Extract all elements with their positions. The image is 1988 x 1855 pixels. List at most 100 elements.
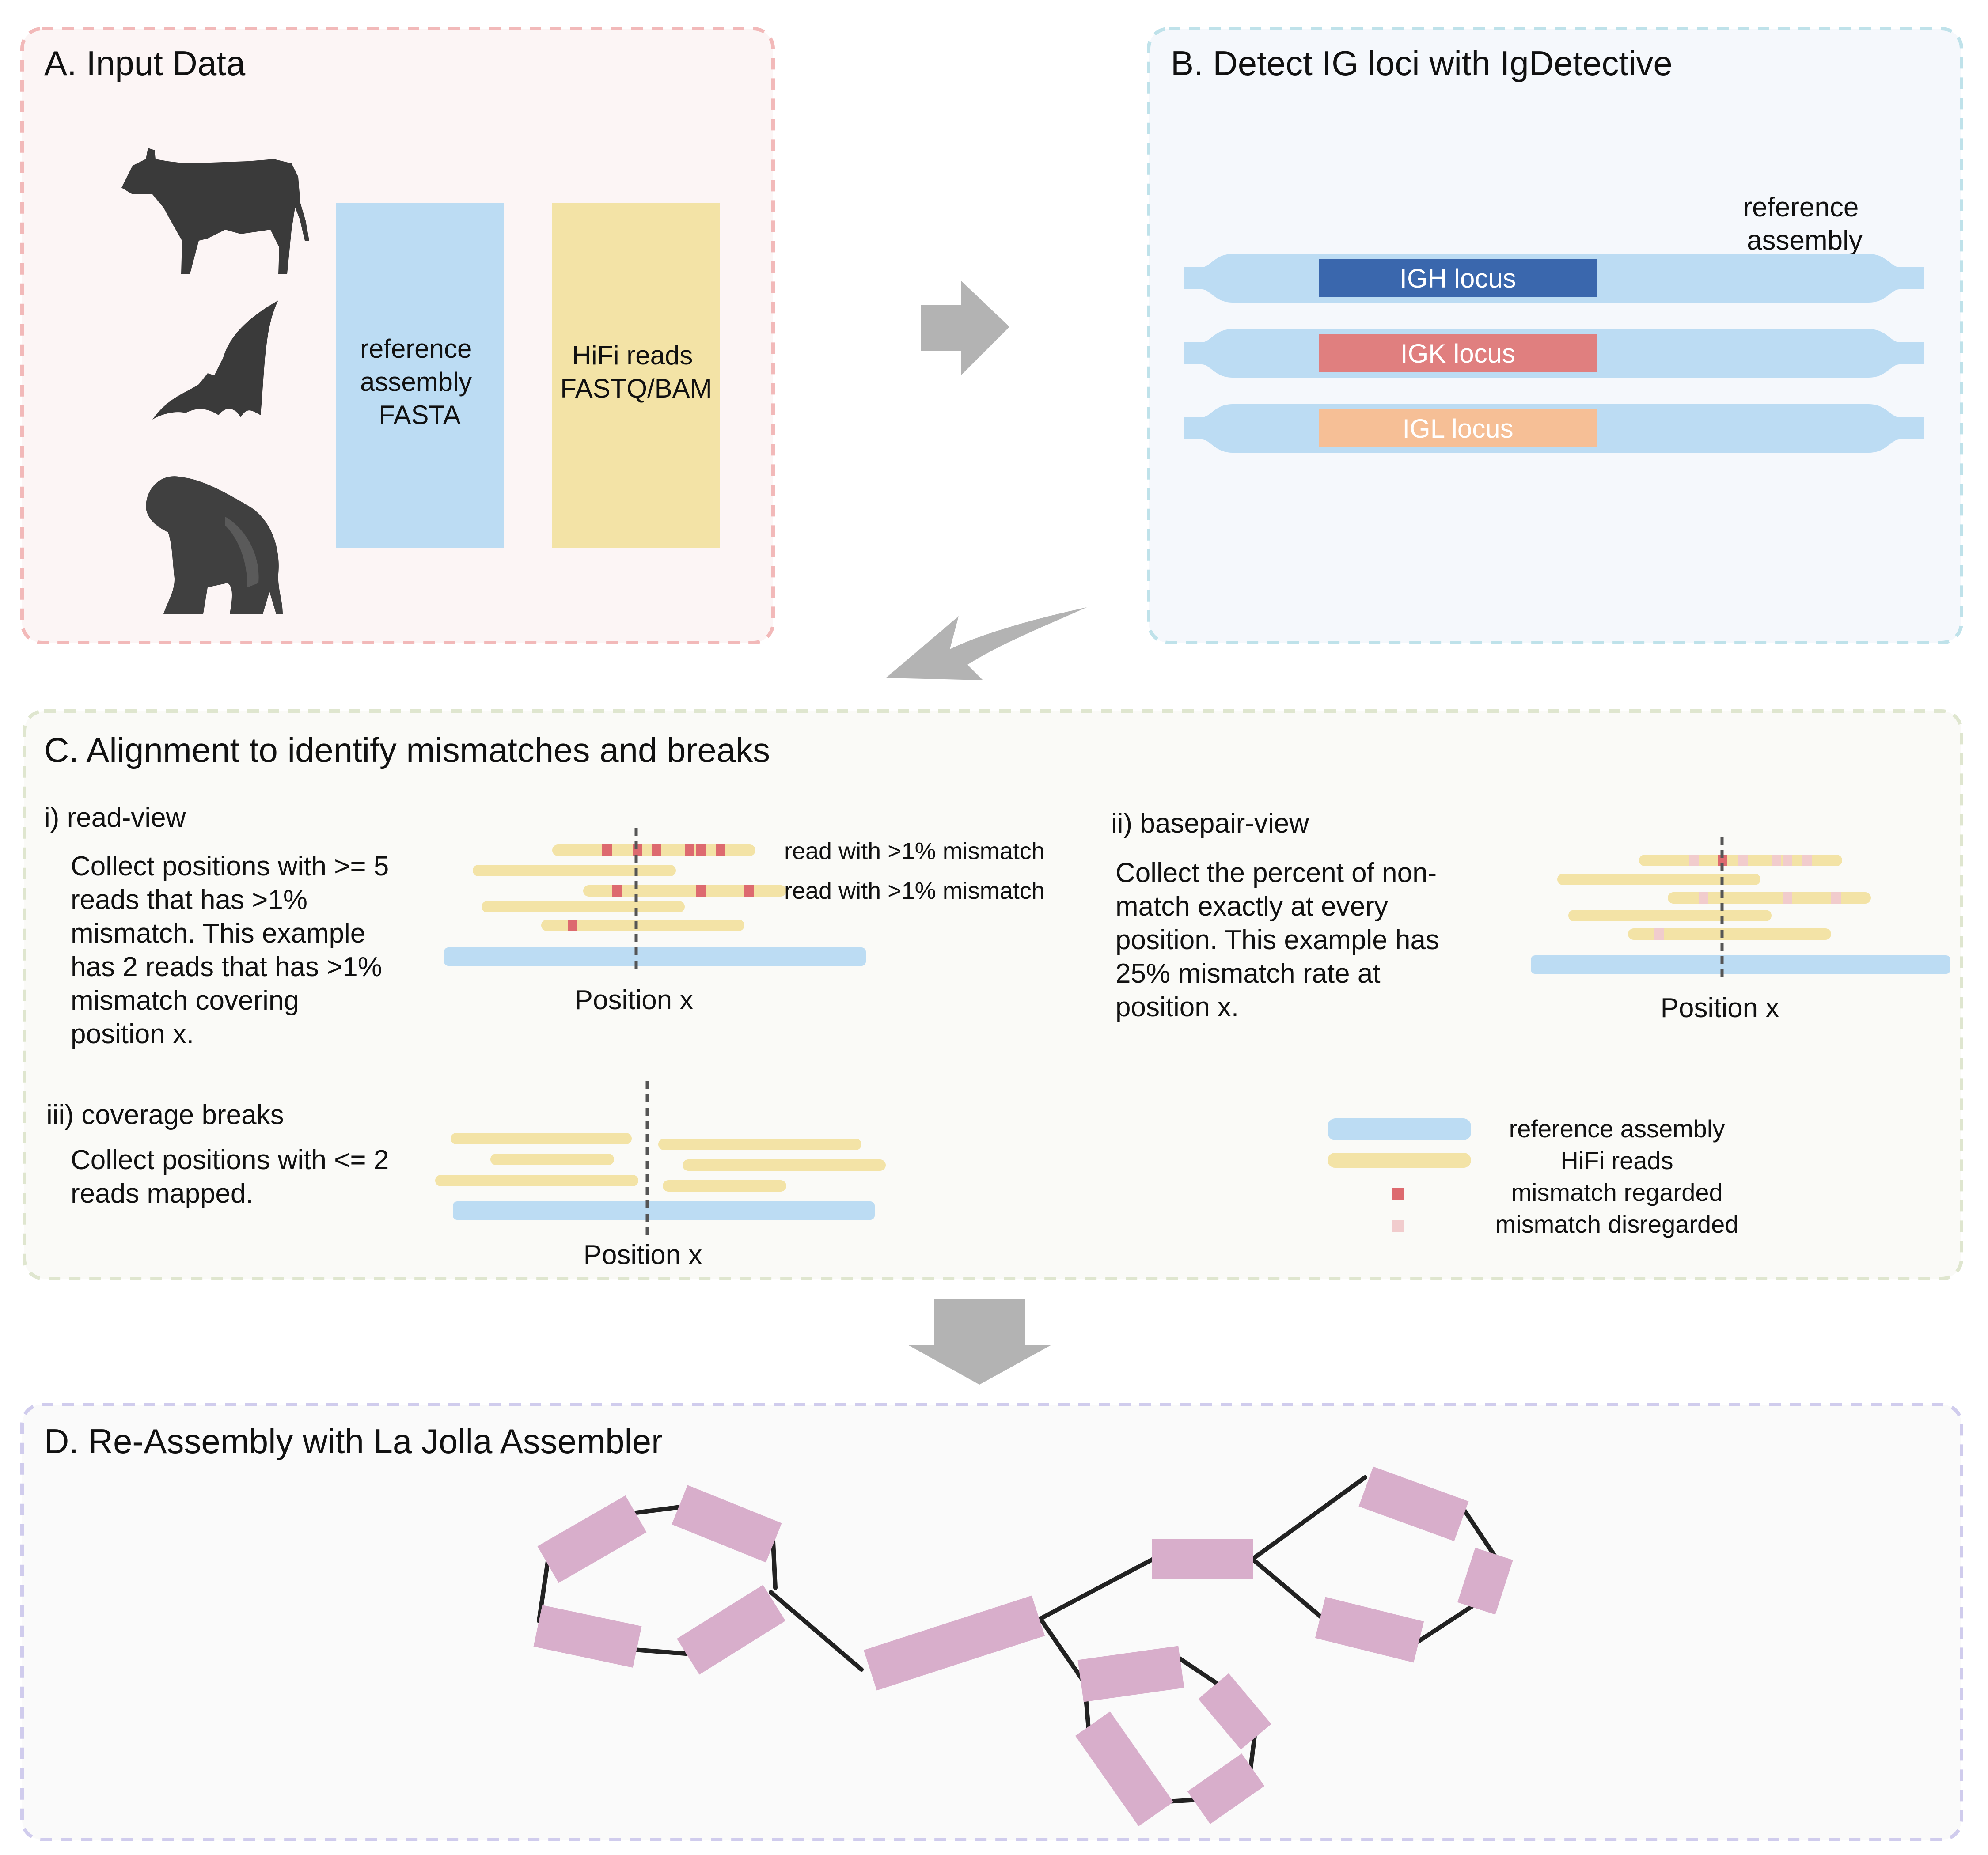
basepair-view-alignment: Position x <box>1531 837 1950 1023</box>
basepair-view-description: Collect the percent of non- match exactl… <box>1115 858 1447 1022</box>
read-bar <box>473 865 676 876</box>
mismatch-regarded-mark <box>652 844 661 856</box>
reference-assembly-box <box>336 203 504 548</box>
graph-edge <box>1038 1557 1155 1621</box>
reference-bar <box>444 947 866 966</box>
locus-label: IGK locus <box>1400 339 1515 368</box>
hifi-reads-box <box>552 203 720 548</box>
graph-edge <box>769 1590 864 1672</box>
contig <box>1358 1466 1469 1541</box>
read-bar <box>1628 928 1831 940</box>
basepair-view-heading: ii) basepair-view <box>1111 808 1309 839</box>
locus-box <box>1319 409 1597 447</box>
graph-edge <box>1414 1603 1476 1645</box>
panel-c-title: C. Alignment to identify mismatches and … <box>44 731 770 769</box>
legend-label: mismatch regarded <box>1511 1178 1722 1206</box>
reference-box-label: reference assembly FASTA <box>360 334 479 430</box>
graph-edge <box>1250 1475 1367 1561</box>
mismatch-disregarded-mark <box>1772 855 1781 866</box>
mismatch-regarded-mark <box>612 885 622 897</box>
legend-regarded-swatch <box>1392 1188 1404 1200</box>
read-bar <box>451 1133 632 1144</box>
position-x-label: Position x <box>1661 993 1779 1023</box>
contig <box>537 1495 647 1583</box>
read-bar <box>1668 892 1871 904</box>
legend-label: reference assembly <box>1509 1115 1725 1143</box>
position-x-label: Position x <box>584 1240 702 1270</box>
panel-reassembly: D. Re-Assembly with La Jolla Assembler <box>20 1403 1963 1841</box>
mismatch-disregarded-mark <box>1783 892 1792 904</box>
read-view-description: Collect positions with >= 5 reads that h… <box>71 851 397 1049</box>
mismatch-regarded-mark <box>696 885 706 897</box>
mismatch-regarded-mark <box>716 844 725 856</box>
contig <box>677 1585 785 1675</box>
locus-box <box>1319 259 1597 297</box>
legend-reads-swatch <box>1328 1153 1471 1168</box>
arrow-a-to-b <box>921 280 1009 375</box>
read-bar <box>583 885 786 897</box>
read-view-alignment: read with >1% mismatch read with >1% mis… <box>444 828 1045 1015</box>
arrow-c-to-d <box>908 1298 1051 1385</box>
reads-box-label: HiFi reads FASTQ/BAM <box>560 341 712 403</box>
reference-bar <box>453 1201 875 1220</box>
graph-edge <box>1248 1734 1257 1773</box>
graph-edge <box>634 1504 689 1515</box>
contig <box>672 1485 782 1563</box>
mismatch-disregarded-mark <box>1783 855 1792 866</box>
position-x-label: Position x <box>575 985 694 1015</box>
read-annotation: read with >1% mismatch <box>784 878 1045 904</box>
graph-edge <box>632 1647 694 1656</box>
panel-detect-ig-loci: B. Detect IG loci with IgDetective refer… <box>1147 27 1963 644</box>
gorilla-icon <box>146 476 283 614</box>
mismatch-regarded-mark <box>696 844 706 856</box>
mismatch-regarded-mark <box>744 885 754 897</box>
assembly-graph <box>533 1466 1513 1826</box>
read-bar <box>1568 910 1772 921</box>
mismatch-regarded-mark <box>1718 855 1727 866</box>
mismatch-regarded-mark <box>685 844 694 856</box>
legend-disregarded-swatch <box>1392 1220 1404 1232</box>
locus-box <box>1319 334 1597 372</box>
mismatch-disregarded-mark <box>1831 892 1841 904</box>
read-bar <box>1557 874 1760 885</box>
coverage-breaks-alignment: Position x <box>435 1081 886 1270</box>
mismatch-disregarded-mark <box>1699 892 1708 904</box>
reference-bar <box>1531 955 1950 974</box>
panel-input-data: A. Input Data reference assembly FASTA H… <box>20 27 775 644</box>
contig <box>1187 1753 1265 1824</box>
cow-icon <box>121 148 309 274</box>
panel-alignment: C. Alignment to identify mismatches and … <box>23 709 1963 1280</box>
bat-icon <box>152 300 278 420</box>
loci-tracks: IGH locus IGK locus IGL locus <box>1184 254 1924 453</box>
read-bar <box>683 1159 886 1171</box>
panel-b-title: B. Detect IG loci with IgDetective <box>1171 44 1673 83</box>
legend-label: mismatch disregarded <box>1495 1210 1739 1238</box>
graph-edge <box>1462 1508 1498 1559</box>
coverage-breaks-heading: iii) coverage breaks <box>46 1100 284 1130</box>
mismatch-disregarded-mark <box>1654 928 1664 940</box>
read-bar <box>435 1175 638 1186</box>
coverage-breaks-description: Collect positions with <= 2 reads mapped… <box>71 1145 397 1209</box>
contig <box>863 1595 1045 1691</box>
mismatch-disregarded-mark <box>1689 855 1699 866</box>
read-annotation: read with >1% mismatch <box>784 838 1045 864</box>
locus-label: IGL locus <box>1402 414 1513 443</box>
graph-edge <box>1250 1557 1325 1621</box>
read-view-heading: i) read-view <box>44 803 186 833</box>
graph-edge <box>771 1539 778 1590</box>
contig <box>1315 1597 1424 1663</box>
legend: reference assembly HiFi reads mismatch r… <box>1328 1115 1738 1238</box>
graph-edge <box>1038 1616 1087 1685</box>
contig <box>533 1605 642 1668</box>
read-bar <box>541 920 744 931</box>
panel-d-title: D. Re-Assembly with La Jolla Assembler <box>44 1422 663 1461</box>
read-bar <box>482 901 685 912</box>
mismatch-regarded-mark <box>602 844 612 856</box>
mismatch-disregarded-mark <box>1802 855 1812 866</box>
contig <box>1198 1673 1271 1750</box>
mismatch-disregarded-mark <box>1738 855 1748 866</box>
contig <box>1457 1548 1513 1615</box>
panel-a-title: A. Input Data <box>44 44 246 83</box>
mismatch-regarded-mark <box>568 920 577 931</box>
